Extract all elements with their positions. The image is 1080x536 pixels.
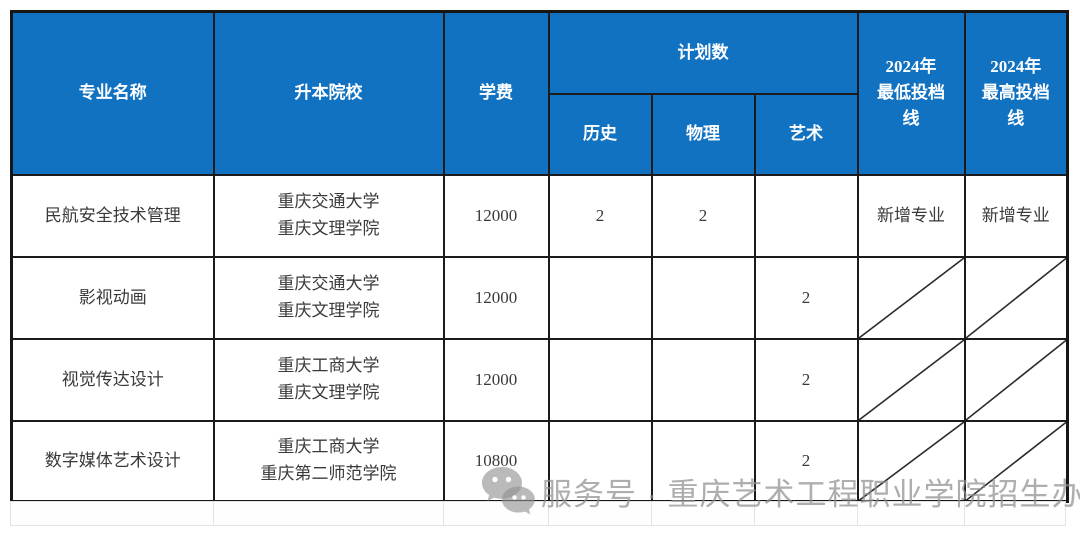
col-header-art: 艺术 xyxy=(753,92,859,176)
table-row: 民航安全技术管理 重庆交通大学 重庆文理学院 12000 2 2 新增专业 新增… xyxy=(10,173,1069,258)
diagonal-line xyxy=(859,340,964,420)
cell-college: 重庆交通大学 重庆文理学院 xyxy=(212,173,445,258)
cell-min-line xyxy=(856,337,966,422)
header-row-sub: 历史 物理 艺术 xyxy=(12,92,1068,176)
cell-plan-physics: 2 xyxy=(650,173,756,258)
table-row: 视觉传达设计 重庆工商大学 重庆文理学院 12000 2 xyxy=(10,337,1069,422)
cell-major: 民航安全技术管理 xyxy=(10,173,215,258)
col-header-tuition: 学费 xyxy=(442,10,550,176)
table-row: 影视动画 重庆交通大学 重庆文理学院 12000 2 xyxy=(10,255,1069,340)
col-header-college: 升本院校 xyxy=(212,10,445,176)
diagonal-line xyxy=(966,422,1067,501)
cell-min-line: 新增专业 xyxy=(856,173,966,258)
partial-row-separator xyxy=(964,502,965,525)
cell-college: 重庆工商大学 重庆文理学院 xyxy=(212,337,445,422)
cell-plan-history xyxy=(547,419,653,503)
cell-major: 影视动画 xyxy=(10,255,215,340)
col-header-plan-count: 计划数 xyxy=(547,10,859,95)
cell-tuition: 10800 xyxy=(442,419,550,503)
col-header-history: 历史 xyxy=(547,92,653,176)
cell-tuition: 12000 xyxy=(442,255,550,340)
diagonal-line xyxy=(859,258,964,338)
cell-plan-history xyxy=(547,255,653,340)
cell-plan-history xyxy=(547,337,653,422)
col-header-max-line-2024: 2024年 最高投档 线 xyxy=(963,10,1069,176)
cell-plan-physics xyxy=(650,337,756,422)
partial-row-separator xyxy=(213,502,214,525)
diagonal-line xyxy=(966,258,1067,338)
cell-plan-art: 2 xyxy=(753,419,859,503)
cell-min-line xyxy=(856,419,966,503)
college-line-2: 重庆文理学院 xyxy=(277,300,380,320)
admission-table: 专业名称 升本院校 学费 计划数 2024年 最低投档 线 2024年 最高投档… xyxy=(10,10,1070,503)
college-line-2: 重庆文理学院 xyxy=(277,218,380,238)
cell-max-line xyxy=(963,419,1069,503)
cell-plan-art: 2 xyxy=(753,337,859,422)
cell-max-line: 新增专业 xyxy=(963,173,1069,258)
col-header-physics: 物理 xyxy=(650,92,756,176)
cell-major: 数字媒体艺术设计 xyxy=(10,419,215,503)
college-line-1: 重庆工商大学 xyxy=(277,437,380,457)
cell-plan-physics xyxy=(650,255,756,340)
col-header-min-line-2024: 2024年 最低投档 线 xyxy=(856,10,966,176)
table-row: 数字媒体艺术设计 重庆工商大学 重庆第二师范学院 10800 2 xyxy=(10,419,1069,503)
header-row-top: 专业名称 升本院校 学费 计划数 2024年 最低投档 线 2024年 最高投档… xyxy=(10,10,1069,176)
partial-row-separator xyxy=(857,502,858,525)
partial-row-separator xyxy=(754,502,755,525)
college-line-1: 重庆工商大学 xyxy=(277,356,380,376)
diagonal-line xyxy=(966,340,1067,420)
partial-row-separator xyxy=(651,502,652,525)
col-header-major: 专业名称 xyxy=(10,10,215,176)
cell-tuition: 12000 xyxy=(442,337,550,422)
diagonal-line xyxy=(859,422,964,501)
cell-major: 视觉传达设计 xyxy=(10,337,215,422)
cell-tuition: 12000 xyxy=(442,173,550,258)
college-line-1: 重庆交通大学 xyxy=(277,192,380,212)
cell-plan-history: 2 xyxy=(547,173,653,258)
cell-max-line xyxy=(963,337,1069,422)
partial-next-row xyxy=(10,501,1066,526)
partial-row-separator xyxy=(548,502,549,525)
cell-plan-art xyxy=(753,173,859,258)
cell-college: 重庆工商大学 重庆第二师范学院 xyxy=(212,419,445,503)
cell-max-line xyxy=(963,255,1069,340)
cell-college: 重庆交通大学 重庆文理学院 xyxy=(212,255,445,340)
college-line-1: 重庆交通大学 xyxy=(277,274,380,294)
cell-plan-art: 2 xyxy=(753,255,859,340)
college-line-2: 重庆文理学院 xyxy=(277,382,380,402)
cell-min-line xyxy=(856,255,966,340)
partial-row-separator xyxy=(443,502,444,525)
cell-plan-physics xyxy=(650,419,756,503)
college-line-2: 重庆第二师范学院 xyxy=(260,463,397,483)
